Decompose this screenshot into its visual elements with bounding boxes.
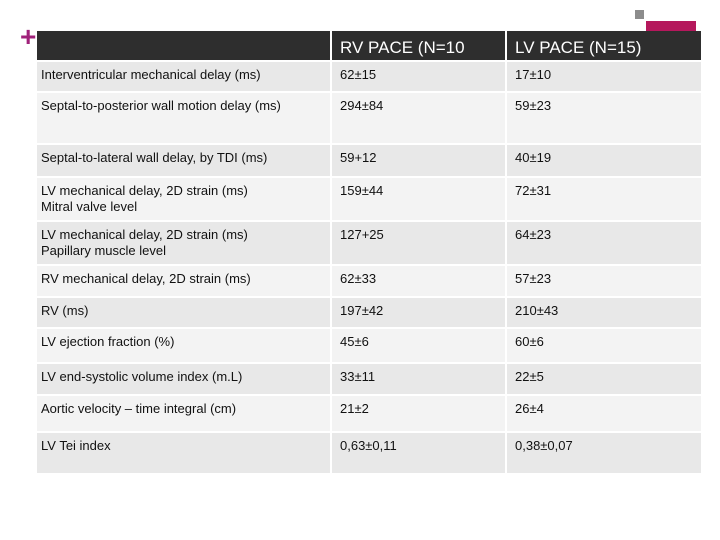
- table-header-row: RV PACE (N=10 LV PACE (N=15): [37, 31, 701, 61]
- parameter-label: RV (ms): [37, 296, 332, 328]
- parameter-label: RV mechanical delay, 2D strain (ms): [37, 264, 332, 297]
- header-lv-pace: LV PACE (N=15): [515, 37, 642, 57]
- lv-pace-value: 22±5: [506, 362, 701, 395]
- table-row: RV (ms) 197±42 210±43: [37, 296, 701, 328]
- lv-pace-value: 72±31: [506, 176, 701, 221]
- lv-pace-value: 210±43: [506, 296, 701, 328]
- parameter-label: LV mechanical delay, 2D strain (ms) Papil…: [37, 220, 332, 265]
- rv-pace-value: 59+12: [331, 143, 507, 177]
- header-parameter: [37, 31, 332, 61]
- table-row: LV end-systolic volume index (m.L) 33±11…: [37, 362, 701, 395]
- corner-square-decoration: [635, 10, 644, 19]
- comparison-table: RV PACE (N=10 LV PACE (N=15) Interventri…: [37, 31, 701, 473]
- table-row: LV mechanical delay, 2D strain (ms) Papil…: [37, 220, 701, 265]
- parameter-label: Septal-to-posterior wall motion delay (m…: [37, 91, 332, 144]
- parameter-sublabel: Mitral valve level: [41, 199, 138, 214]
- table-row: LV mechanical delay, 2D strain (ms) Mitra…: [37, 176, 701, 221]
- rv-pace-value: 62±15: [331, 60, 507, 92]
- rv-pace-value: 127+25: [331, 220, 507, 265]
- table-row: Interventricular mechanical delay (ms) 6…: [37, 60, 701, 92]
- parameter-label: Aortic velocity – time integral (cm): [37, 394, 332, 432]
- table-row: LV ejection fraction (%) 45±6 60±6: [37, 327, 701, 363]
- table-row: RV mechanical delay, 2D strain (ms) 62±3…: [37, 264, 701, 297]
- rv-pace-value: 45±6: [331, 327, 507, 363]
- rv-pace-value: 197±42: [331, 296, 507, 328]
- rv-pace-value: 21±2: [331, 394, 507, 432]
- rv-pace-value: 33±11: [331, 362, 507, 395]
- lv-pace-value: 59±23: [506, 91, 701, 144]
- header-rv-pace: RV PACE (N=10: [331, 31, 507, 61]
- parameter-label: Septal-to-lateral wall delay, by TDI (ms…: [37, 143, 332, 177]
- parameter-label: Interventricular mechanical delay (ms): [37, 60, 332, 92]
- table-row: Septal-to-posterior wall motion delay (m…: [37, 91, 701, 144]
- table-row: Aortic velocity – time integral (cm) 21±…: [37, 394, 701, 432]
- lv-pace-value: 0,38±0,07: [506, 431, 701, 473]
- lv-pace-value: 57±23: [506, 264, 701, 297]
- lv-pace-value: 17±10: [506, 60, 701, 92]
- corner-bar-decoration: [646, 21, 696, 32]
- parameter-sublabel: Papillary muscle level: [41, 243, 166, 258]
- parameter-label: LV end-systolic volume index (m.L): [37, 362, 332, 395]
- rv-pace-value: 294±84: [331, 91, 507, 144]
- lv-pace-value: 26±4: [506, 394, 701, 432]
- rv-pace-value: 159±44: [331, 176, 507, 221]
- table-row: Septal-to-lateral wall delay, by TDI (ms…: [37, 143, 701, 177]
- lv-pace-value: 64±23: [506, 220, 701, 265]
- rv-pace-value: 62±33: [331, 264, 507, 297]
- lv-pace-value: 60±6: [506, 327, 701, 363]
- parameter-label: LV mechanical delay, 2D strain (ms) Mitra…: [37, 176, 332, 221]
- lv-pace-value: 40±19: [506, 143, 701, 177]
- parameter-label: LV Tei index: [37, 431, 332, 473]
- table-row: LV Tei index 0,63±0,11 0,38±0,07: [37, 431, 701, 473]
- rv-pace-value: 0,63±0,11: [331, 431, 507, 473]
- parameter-label: LV ejection fraction (%): [37, 327, 332, 363]
- plus-icon: +: [20, 21, 37, 52]
